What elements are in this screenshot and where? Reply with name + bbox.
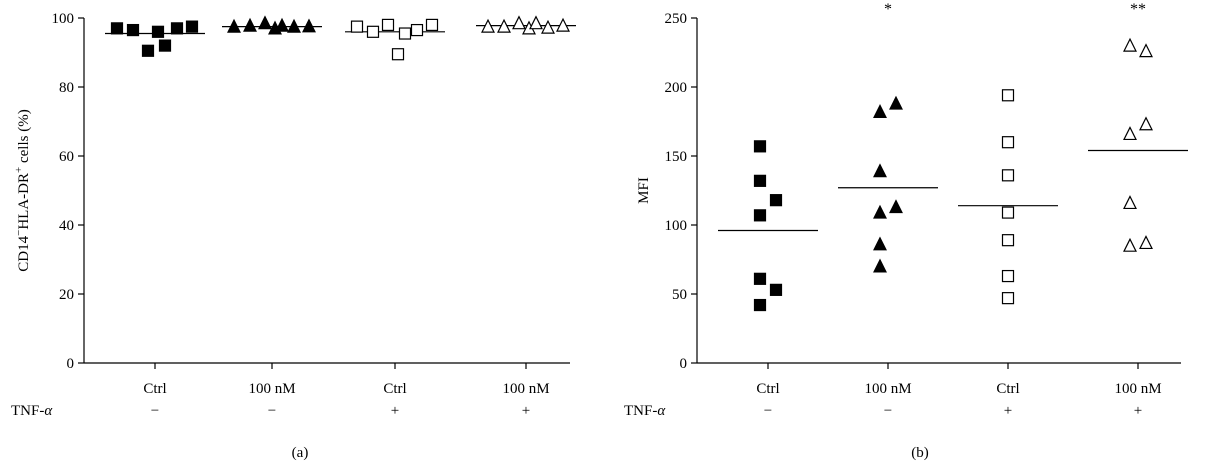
- tnf-sign-label: +: [391, 403, 399, 419]
- chart-panel-b: 0 50 100 150 200 250 MFI Ctrl − 100 nM − Ctrl +100 n…: [624, 1, 1188, 461]
- chart-panel-a: 0 20 40 60 80 100 CD14−HLA-DR+ cells (%) Ctrl − 1…: [11, 11, 576, 461]
- data-point-square: [1001, 89, 1015, 102]
- data-point-triangle: [287, 18, 301, 33]
- data-point-triangle: [512, 15, 526, 30]
- data-point-triangle: [873, 103, 887, 118]
- data-point-square: [151, 25, 165, 38]
- data-point-square: [1001, 292, 1015, 305]
- y-tick-label: 60: [59, 149, 74, 165]
- x-category-label: 100 nM: [502, 381, 549, 397]
- y-tick-label: 250: [665, 11, 688, 27]
- y-axis-label: MFI: [636, 177, 652, 204]
- data-point-square: [185, 20, 199, 33]
- data-point-triangle: [889, 95, 903, 110]
- y-tick-label: 100: [52, 11, 75, 27]
- data-point-square: [398, 27, 412, 40]
- data-point-square: [753, 174, 767, 187]
- data-point-triangle: [1139, 116, 1153, 131]
- data-point-square: [391, 48, 405, 61]
- data-point-square: [410, 23, 424, 37]
- data-point-square: [141, 44, 155, 57]
- data-point-triangle: [873, 258, 887, 273]
- x-category-label: Ctrl: [383, 381, 406, 397]
- x-category-label: Ctrl: [996, 381, 1019, 397]
- data-point-square: [110, 22, 124, 35]
- data-point-square: [769, 283, 783, 296]
- tnf-sign-label: −: [764, 403, 772, 419]
- tnf-sign-label: −: [268, 403, 276, 419]
- data-point-square: [1001, 136, 1015, 149]
- data-point-triangle: [1123, 195, 1137, 210]
- y-axis-label: CD14−HLA-DR+ cells (%): [13, 109, 32, 271]
- tnf-sign-label: +: [1134, 403, 1142, 419]
- data-point-square: [1001, 206, 1015, 219]
- data-point-square: [753, 298, 767, 312]
- data-point-triangle: [302, 18, 316, 33]
- data-point-square: [753, 140, 767, 153]
- data-point-triangle: [275, 17, 289, 32]
- data-point-triangle: [258, 15, 272, 30]
- data-point-triangle: [1123, 126, 1137, 141]
- panel-label: (a): [292, 445, 309, 461]
- y-tick-label: 50: [672, 287, 687, 303]
- data-point-square: [126, 23, 140, 37]
- data-point-square: [753, 209, 767, 222]
- y-tick-label: 150: [665, 149, 688, 165]
- tnf-row-label: TNF-α: [624, 403, 666, 419]
- data-point-triangle: [243, 17, 257, 32]
- data-point-triangle: [873, 236, 887, 251]
- data-point-square: [769, 194, 783, 207]
- data-point-square: [1001, 234, 1015, 247]
- x-category-label: 100 nM: [1114, 381, 1161, 397]
- tnf-sign-label: −: [884, 403, 892, 419]
- significance-label: *: [884, 1, 892, 18]
- y-tick-label: 100: [665, 218, 688, 234]
- data-point-triangle: [497, 18, 511, 33]
- data-point-triangle: [556, 17, 570, 32]
- data-point-square: [753, 272, 767, 285]
- y-tick-label: 0: [680, 356, 688, 372]
- tnf-sign-label: +: [522, 403, 530, 419]
- y-tick-label: 80: [59, 80, 74, 96]
- data-point-square: [381, 18, 395, 31]
- data-point-square: [366, 25, 380, 38]
- data-point-triangle: [1139, 235, 1153, 250]
- y-tick-label: 40: [59, 218, 74, 234]
- x-category-label: Ctrl: [756, 381, 779, 397]
- x-category-label: Ctrl: [143, 381, 166, 397]
- y-tick-label: 0: [67, 356, 75, 372]
- tnf-row-label: TNF-α: [11, 403, 53, 419]
- data-point-triangle: [541, 19, 555, 34]
- data-point-square: [1001, 269, 1015, 283]
- data-point-square: [170, 22, 184, 35]
- data-point-triangle: [1123, 237, 1137, 252]
- x-category-label: 100 nM: [248, 381, 295, 397]
- data-point-triangle: [1123, 37, 1137, 52]
- y-tick-label: 20: [59, 287, 74, 303]
- x-category-label: 100 nM: [864, 381, 911, 397]
- data-point-square: [425, 18, 439, 31]
- data-point-triangle: [873, 163, 887, 178]
- data-point-triangle: [873, 204, 887, 219]
- panel-label: (b): [911, 445, 929, 461]
- data-point-square: [158, 39, 172, 52]
- y-tick-label: 200: [665, 80, 688, 96]
- data-point-triangle: [529, 15, 543, 30]
- data-point-triangle: [889, 199, 903, 214]
- tnf-sign-label: +: [1004, 403, 1012, 419]
- data-point-triangle: [1139, 43, 1153, 58]
- data-point-square: [350, 20, 364, 33]
- data-point-triangle: [481, 18, 495, 33]
- data-point-triangle: [227, 18, 241, 33]
- significance-label: **: [1130, 1, 1146, 18]
- data-point-square: [1001, 169, 1015, 182]
- tnf-sign-label: −: [151, 403, 159, 419]
